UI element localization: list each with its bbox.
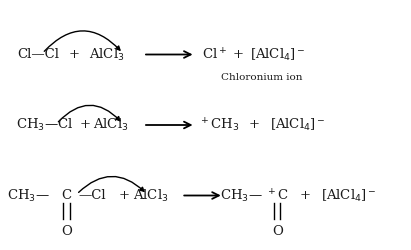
Text: Cl—Cl: Cl—Cl bbox=[17, 48, 59, 61]
Text: CH$_3$—Cl: CH$_3$—Cl bbox=[16, 117, 73, 133]
Text: $^+$C: $^+$C bbox=[266, 188, 289, 203]
Text: Chloronium ion: Chloronium ion bbox=[221, 74, 302, 82]
Text: CH$_3$—: CH$_3$— bbox=[219, 188, 262, 204]
Text: +: + bbox=[69, 48, 80, 61]
Text: +: + bbox=[232, 48, 243, 61]
Text: O: O bbox=[61, 226, 72, 238]
Text: CH$_3$—: CH$_3$— bbox=[7, 188, 50, 204]
Text: [AlCl$_4$]$^-$: [AlCl$_4$]$^-$ bbox=[270, 117, 326, 133]
Text: +: + bbox=[119, 189, 129, 202]
FancyArrowPatch shape bbox=[58, 105, 120, 122]
Text: +: + bbox=[300, 189, 311, 202]
Text: [AlCl$_4$]$^-$: [AlCl$_4$]$^-$ bbox=[250, 46, 306, 62]
Text: $^+$CH$_3$: $^+$CH$_3$ bbox=[199, 116, 240, 134]
Text: [AlCl$_4$]$^-$: [AlCl$_4$]$^-$ bbox=[321, 188, 376, 204]
Text: +: + bbox=[79, 118, 90, 132]
Text: O: O bbox=[272, 226, 283, 238]
Text: C: C bbox=[62, 189, 72, 202]
Text: AlCl$_3$: AlCl$_3$ bbox=[89, 46, 125, 62]
FancyArrowPatch shape bbox=[44, 31, 120, 51]
Text: Cl$^+$: Cl$^+$ bbox=[202, 47, 227, 62]
FancyArrowPatch shape bbox=[79, 176, 144, 192]
Text: AlCl$_3$: AlCl$_3$ bbox=[134, 188, 169, 204]
Text: —Cl: —Cl bbox=[78, 189, 106, 202]
Text: AlCl$_3$: AlCl$_3$ bbox=[93, 117, 129, 133]
Text: +: + bbox=[248, 118, 259, 132]
